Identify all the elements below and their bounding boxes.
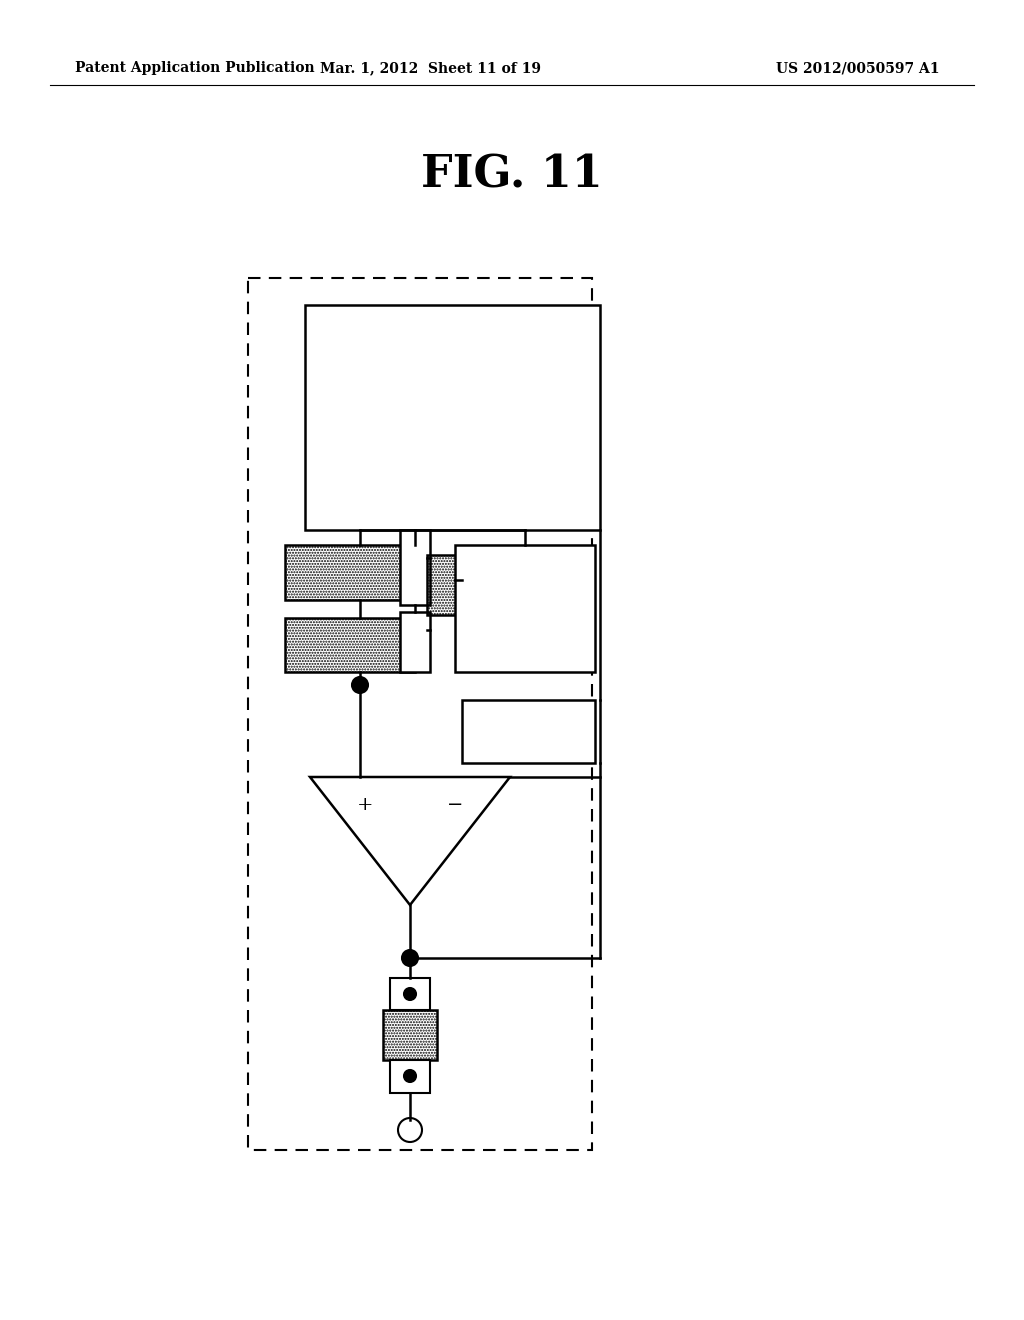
Text: Patent Application Publication: Patent Application Publication [75,61,314,75]
Bar [390,978,430,1010]
Bar [455,545,595,672]
Bar [305,305,600,531]
Text: US 2012/0050597 A1: US 2012/0050597 A1 [776,61,940,75]
Text: Mar. 1, 2012  Sheet 11 of 19: Mar. 1, 2012 Sheet 11 of 19 [319,61,541,75]
Bar [390,1060,430,1093]
Bar [285,618,415,672]
Text: −: − [446,796,463,814]
Circle shape [352,677,368,693]
Bar [462,700,595,763]
Bar [400,612,430,672]
Polygon shape [310,777,510,906]
Circle shape [404,987,416,1001]
Bar [248,279,592,1150]
Circle shape [404,1071,416,1082]
Circle shape [402,950,418,966]
Bar [400,531,430,605]
Bar [383,1010,437,1060]
Text: +: + [356,796,374,814]
Bar [427,554,462,615]
Text: FIG. 11: FIG. 11 [421,153,603,197]
Bar [285,545,415,601]
